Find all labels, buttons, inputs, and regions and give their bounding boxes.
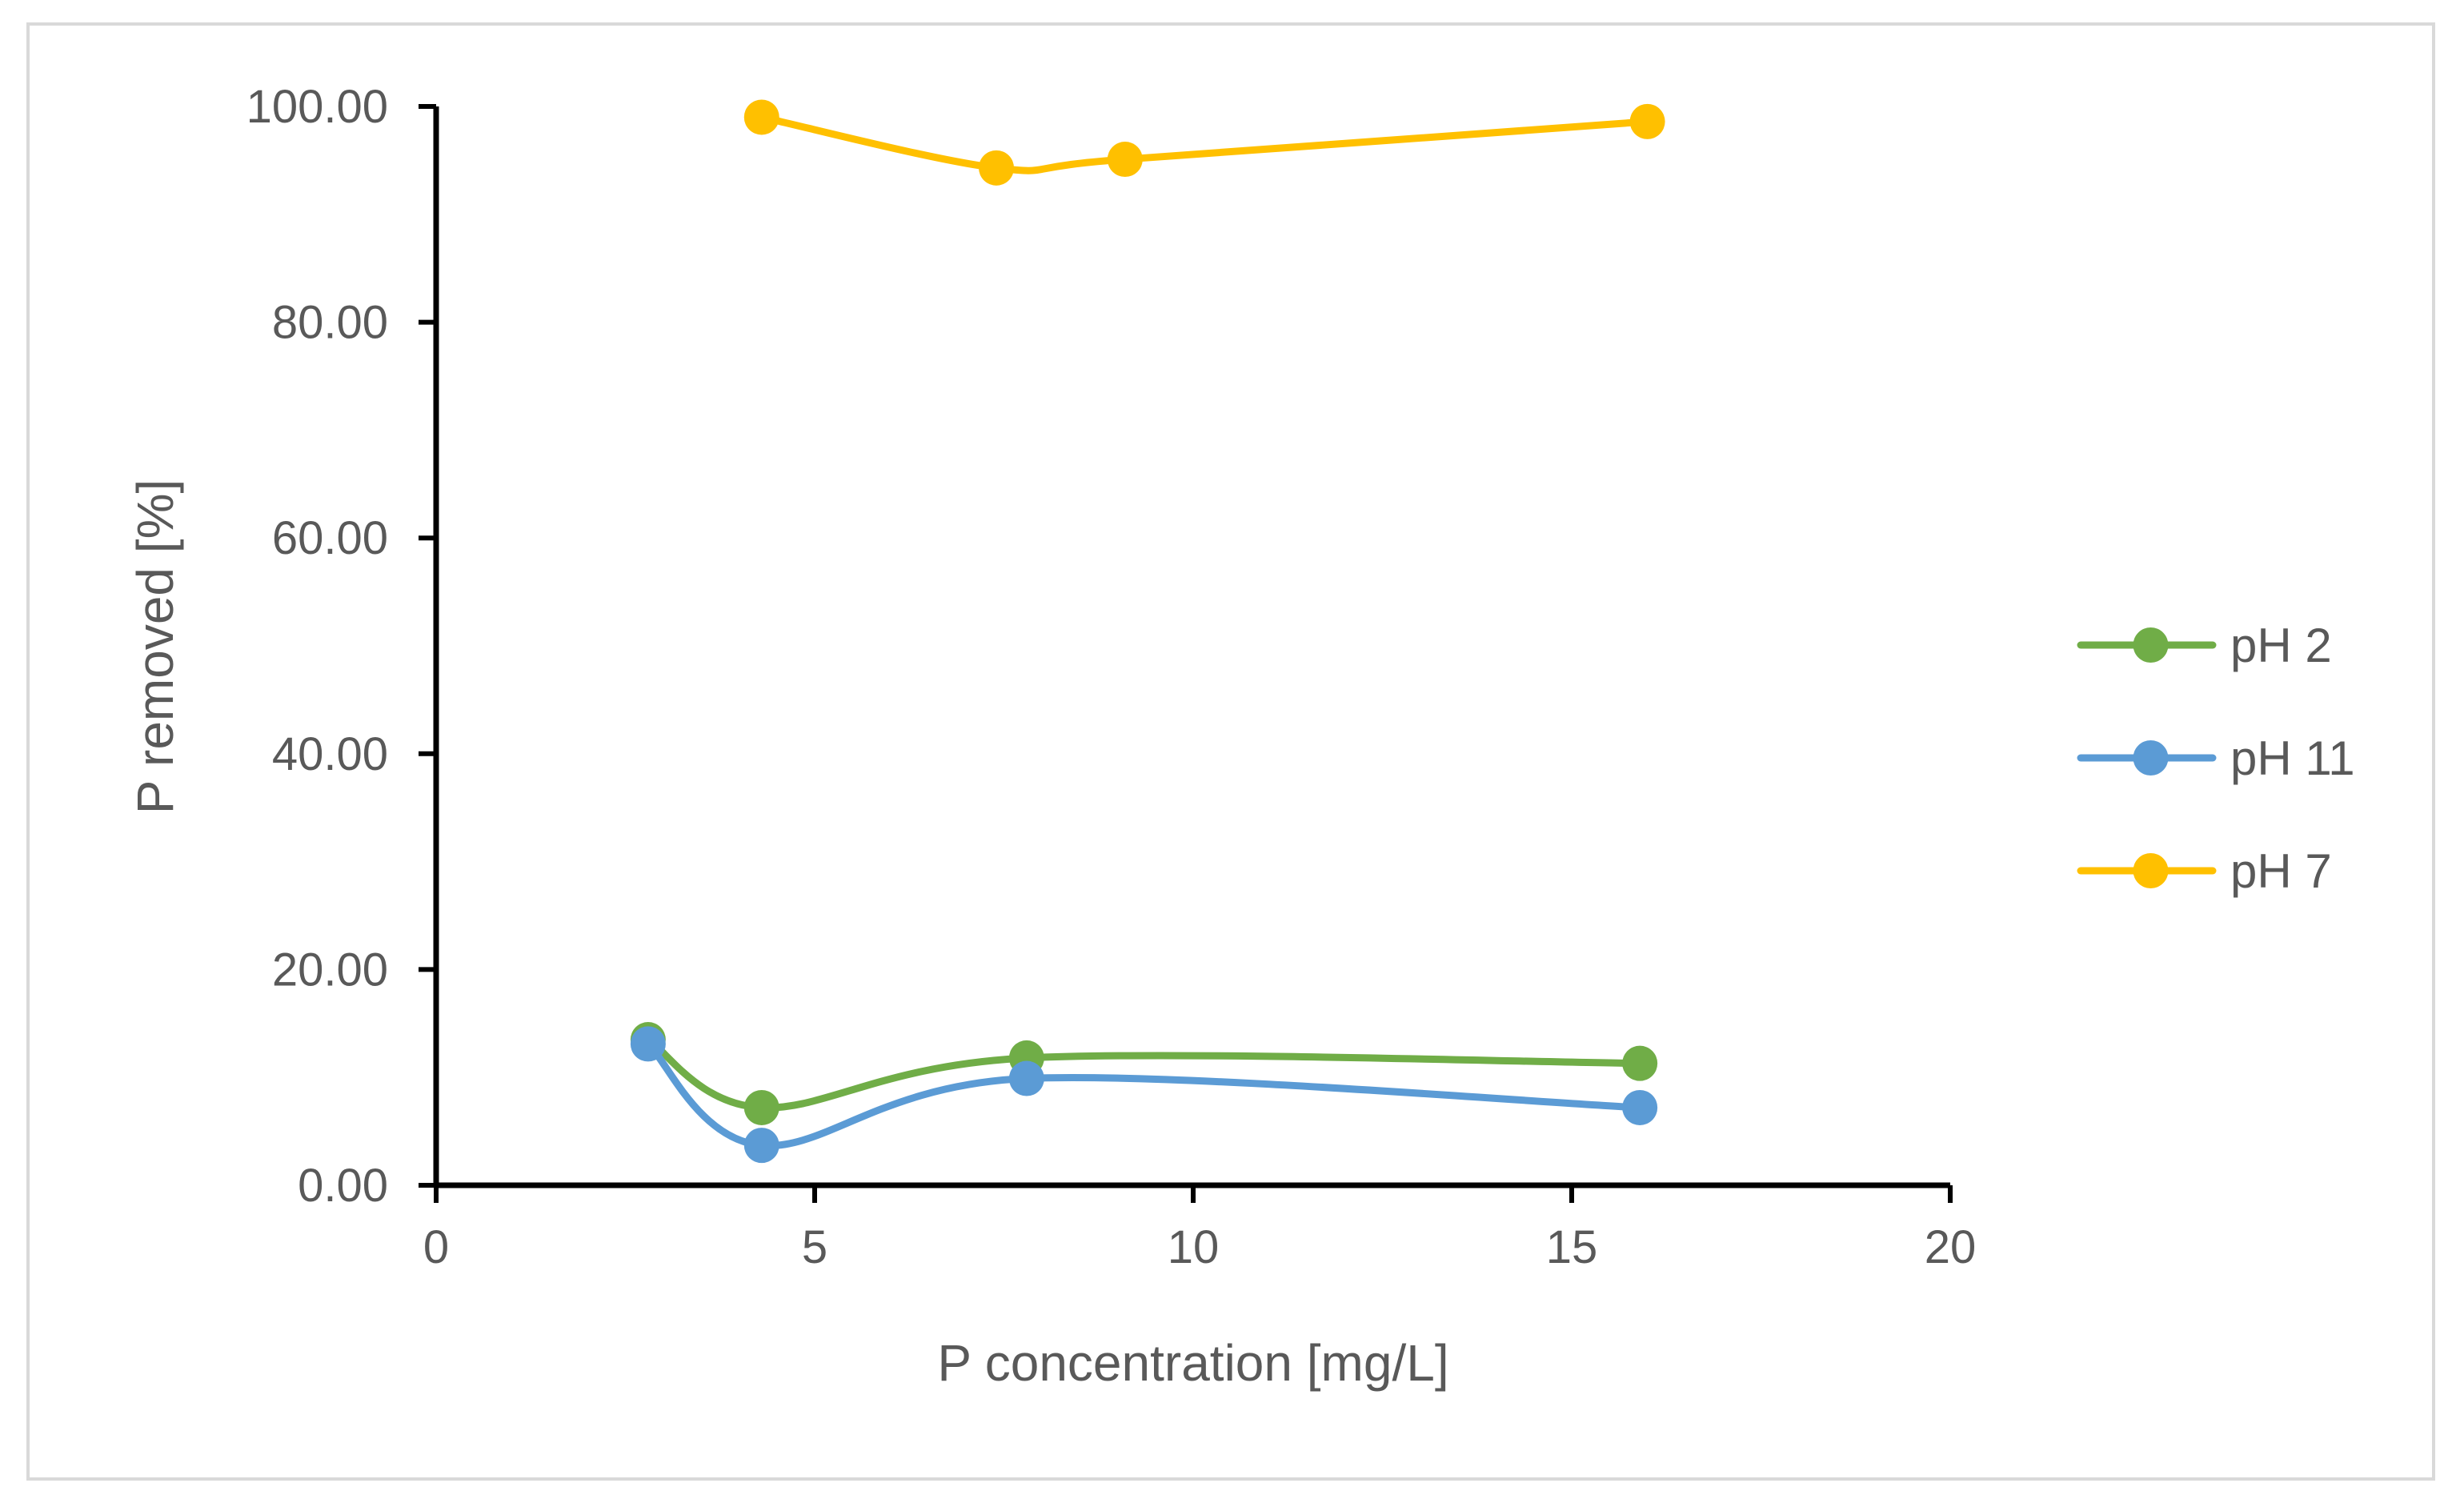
legend-item-ph-7: pH 7	[2077, 844, 2332, 898]
legend-label: pH 7	[2230, 844, 2332, 898]
data-point-ph-7	[1107, 142, 1143, 178]
y-axis-title: P removed [%]	[126, 479, 184, 815]
x-tick-label: 5	[802, 1221, 827, 1273]
legend-marker	[2133, 740, 2169, 776]
legend-item-ph-2: pH 2	[2077, 619, 2332, 672]
data-point-ph-2	[743, 1089, 779, 1125]
y-tick-label: 60.00	[272, 512, 388, 564]
y-tick-label: 80.00	[272, 297, 388, 349]
y-tick-label: 40.00	[272, 728, 388, 780]
series-ph-11	[630, 1026, 1658, 1164]
data-point-ph-11	[743, 1128, 779, 1164]
data-point-ph-7	[1629, 103, 1665, 139]
legend-label: pH 11	[2230, 731, 2355, 785]
data-point-ph-2	[1622, 1045, 1658, 1081]
x-tick-label: 15	[1546, 1221, 1598, 1273]
series-line-ph-7	[758, 113, 1652, 174]
legend-item-ph-11: pH 11	[2077, 731, 2355, 785]
y-tick-label: 100.00	[246, 81, 388, 133]
y-tick-label: 20.00	[272, 944, 388, 996]
x-axis-title: P concentration [mg/L]	[937, 1334, 1448, 1392]
x-tick-label: 0	[423, 1221, 449, 1273]
series-line-ph-11	[644, 1040, 1644, 1150]
data-point-ph-11	[1622, 1089, 1658, 1125]
series-line-ph-2	[644, 1036, 1644, 1112]
legend: pH 2 pH 11 pH 7	[2077, 619, 2355, 898]
x-tick-label: 20	[1925, 1221, 1977, 1273]
ticks: 0.00 20.00 40.00 60.00 80.00 100.00 0 5 10 15 20	[246, 81, 1977, 1273]
legend-marker	[2133, 853, 2169, 888]
legend-label: pH 2	[2230, 619, 2332, 672]
axes	[433, 106, 1950, 1188]
y-tick-label: 0.00	[298, 1160, 388, 1212]
legend-marker	[2133, 627, 2169, 663]
series-ph-2	[630, 1022, 1658, 1125]
data-point-ph-11	[1008, 1060, 1044, 1096]
series-ph-7	[743, 99, 1665, 186]
x-tick-label: 10	[1168, 1221, 1220, 1273]
data-point-ph-11	[630, 1026, 666, 1062]
series	[630, 99, 1665, 1164]
data-point-ph-7	[743, 99, 779, 135]
data-point-ph-7	[979, 150, 1015, 186]
